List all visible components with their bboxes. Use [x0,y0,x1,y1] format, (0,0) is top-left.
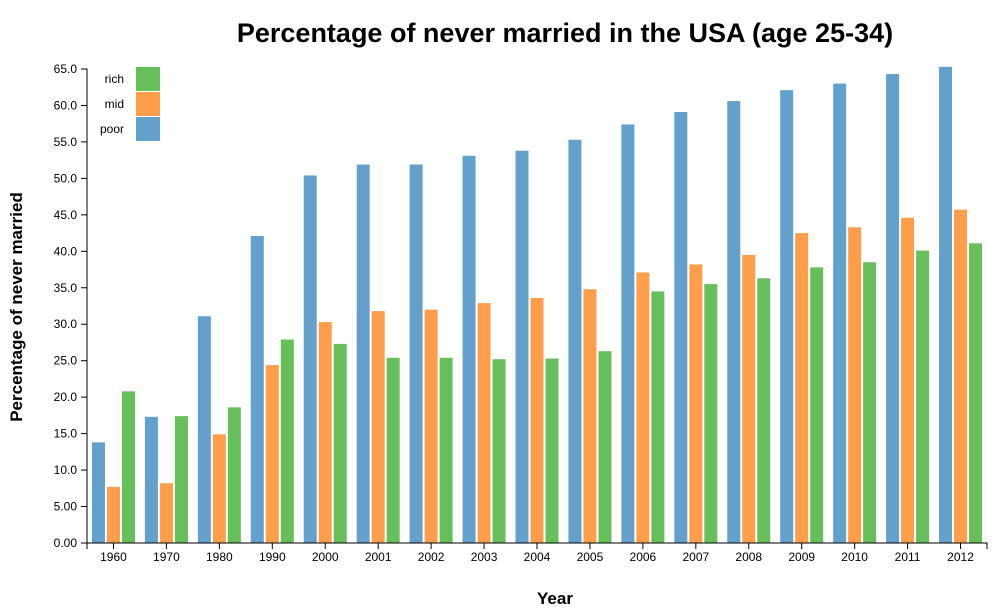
bar-poor-2004 [515,150,529,544]
bar-rich-2007 [704,284,718,543]
bar-poor-2012 [939,66,953,543]
y-tick-label: 40.0 [54,244,78,258]
x-tick-label: 2006 [630,550,657,564]
bar-mid-2012 [954,209,968,544]
legend: rich mid poor [100,67,160,141]
x-axis-title: Year [537,589,573,608]
bar-mid-2003 [477,303,491,543]
bar-poor-1970 [144,416,158,543]
x-tick-label: 1980 [206,550,233,564]
bar-mid-2011 [901,217,915,544]
bar-poor-2007 [674,112,688,544]
bar-rich-2012 [969,243,983,544]
bar-poor-1990 [250,235,264,544]
bar-poor-2009 [780,90,794,543]
bar-mid-2002 [424,309,438,543]
bar-mid-2010 [848,227,862,543]
y-tick-label: 10.0 [54,463,78,477]
chart-title: Percentage of never married in the USA (… [237,18,893,48]
y-tick-label: 45.0 [54,208,78,222]
bar-mid-2004 [530,297,544,543]
x-tick-label: 1990 [259,550,286,564]
legend-label-mid: mid [105,97,124,111]
bar-rich-1960 [121,391,135,543]
bar-poor-2010 [833,83,847,543]
x-tick-label: 2002 [418,550,445,564]
bar-poor-2008 [727,101,741,543]
bar-mid-2001 [371,311,385,543]
bar-poor-1980 [197,316,211,543]
y-tick-label: 60.0 [54,98,78,112]
x-tick-label: 2003 [471,550,498,564]
bar-rich-2003 [492,359,506,543]
y-tick-label: 30.0 [54,317,78,331]
bar-rich-2001 [386,357,400,543]
legend-swatch-mid [136,92,160,116]
x-tick-label: 2005 [577,550,604,564]
axes-group: 0.00 5.00 10.0 15.0 20.0 25.0 30.0 35.0 40.0 45.0… [54,62,988,564]
bar-rich-2004 [545,358,559,543]
x-tick-label: 2004 [524,550,551,564]
y-axis-title: Percentage of never married [7,192,26,422]
bar-rich-2009 [810,267,824,543]
x-tick-label: 1960 [100,550,127,564]
x-tick-label: 2007 [682,550,709,564]
legend-label-rich: rich [105,72,124,86]
bar-mid-2009 [795,233,809,544]
bar-rich-2008 [757,278,771,543]
bar-poor-2002 [409,164,423,543]
bar-mid-1960 [106,486,120,543]
y-tick-label: 35.0 [54,281,78,295]
bar-mid-1990 [265,365,279,543]
x-tick-label: 2008 [735,550,762,564]
bar-poor-2003 [462,155,476,544]
y-tick-label: 0.00 [54,536,78,550]
bar-rich-2006 [651,291,665,543]
legend-label-poor: poor [100,122,124,136]
bar-mid-2008 [742,254,756,543]
y-tick-label: 50.0 [54,171,78,185]
legend-swatch-rich [136,67,160,91]
x-tick-label: 2000 [312,550,339,564]
bar-mid-2007 [689,264,703,543]
bar-rich-2005 [598,351,612,543]
bars-group [91,66,983,544]
bar-rich-2002 [439,357,453,543]
y-tick-label: 15.0 [54,427,78,441]
bar-poor-2005 [568,139,582,543]
bar-rich-1980 [227,407,241,543]
bar-rich-2010 [863,262,877,543]
bar-poor-2001 [356,164,370,543]
legend-swatch-poor [136,117,160,141]
bar-mid-1980 [212,434,226,543]
bar-mid-2005 [583,289,597,543]
y-tick-label: 65.0 [54,62,78,76]
bar-mid-2000 [318,322,332,543]
bar-rich-2011 [916,250,930,543]
y-tick-label: 5.00 [54,500,78,514]
bar-rich-2000 [333,343,347,543]
x-tick-label: 2009 [788,550,815,564]
y-tick-label: 20.0 [54,390,78,404]
bar-poor-2011 [886,74,900,543]
bar-rich-1970 [174,416,188,543]
bar-mid-2006 [636,272,650,543]
y-axis-line [81,68,88,544]
x-tick-label: 2012 [947,550,974,564]
x-tick-label: 2011 [895,550,921,564]
bar-poor-2000 [303,175,317,543]
x-tick-label: 2010 [841,550,868,564]
x-tick-label: 2001 [365,550,392,564]
x-tick-label: 1970 [153,550,180,564]
bar-mid-1970 [159,483,173,543]
bar-rich-1990 [280,339,294,543]
bar-poor-1960 [91,442,105,543]
y-tick-label: 55.0 [54,135,78,149]
y-tick-label: 25.0 [54,354,78,368]
bar-poor-2006 [621,124,635,543]
